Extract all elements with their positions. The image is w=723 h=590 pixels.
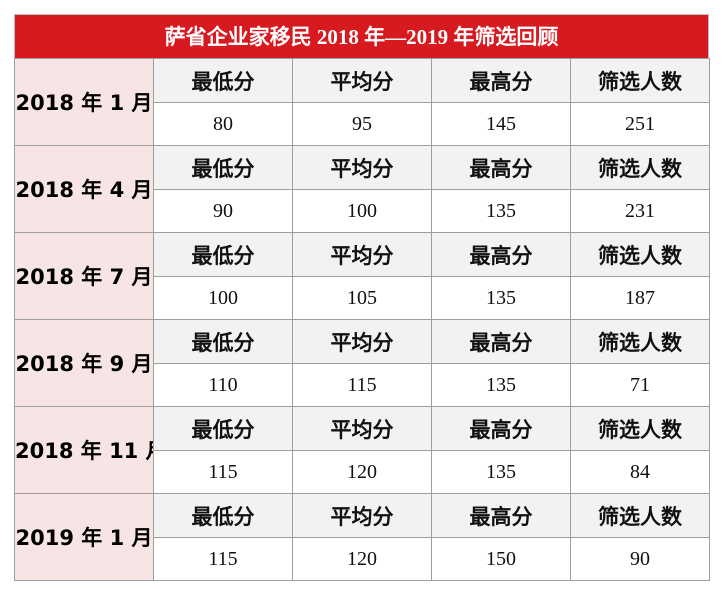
header-count: 筛选人数 [570, 406, 710, 451]
value-row: 115 120 150 90 [15, 537, 710, 581]
header-avg: 平均分 [292, 232, 432, 277]
value-avg: 105 [292, 276, 432, 320]
header-count: 筛选人数 [570, 232, 710, 277]
value-min: 90 [153, 189, 293, 233]
header-avg: 平均分 [292, 406, 432, 451]
value-row: 80 95 145 251 [15, 102, 710, 146]
header-count: 筛选人数 [570, 493, 710, 538]
header-avg: 平均分 [292, 319, 432, 364]
table-title: 萨省企业家移民 2018 年—2019 年筛选回顾 [14, 14, 709, 58]
value-max: 145 [431, 102, 571, 146]
value-row: 115 120 135 84 [15, 450, 710, 494]
header-min: 最低分 [153, 406, 293, 451]
date-cell: 2018 年 1 月 [14, 58, 154, 146]
value-count: 71 [570, 363, 710, 407]
header-row: 2018 年 7 月最低分 平均分 最高分 筛选人数 [14, 232, 710, 320]
value-avg: 100 [292, 189, 432, 233]
value-avg: 95 [292, 102, 432, 146]
selection-review-table-container: 萨省企业家移民 2018 年—2019 年筛选回顾 2018 年 1 月最低分平… [14, 14, 710, 581]
header-max: 最高分 [431, 145, 571, 190]
header-avg: 平均分 [292, 145, 432, 190]
value-max: 135 [431, 450, 571, 494]
header-max: 最高分 [431, 406, 571, 451]
value-count: 84 [570, 450, 710, 494]
value-max: 135 [431, 363, 571, 407]
header-row: 2018 年 1 月最低分 平均分 最高分 筛选人数 [14, 58, 710, 146]
header-row: 2018 年 9 月最低分 平均分 最高分 筛选人数 [14, 319, 710, 407]
date-cell: 2018 年 11 月 [14, 406, 154, 494]
header-max: 最高分 [431, 493, 571, 538]
value-row: 100 105 135 187 [15, 276, 710, 320]
header-row: 2019 年 1 月最低分 平均分 最高分 筛选人数 [14, 493, 710, 581]
value-max: 135 [431, 189, 571, 233]
date-cell: 2018 年 9 月 [14, 319, 154, 407]
value-min: 80 [153, 102, 293, 146]
header-min: 最低分 [153, 493, 293, 538]
header-row: 2018 年 11 月最低分 平均分 最高分 筛选人数 [14, 406, 710, 494]
table-body: 2018 年 1 月最低分 平均分 最高分 筛选人数 80 95 145 251 2018 年 … [14, 58, 710, 581]
value-avg: 120 [292, 450, 432, 494]
header-count: 筛选人数 [570, 58, 710, 103]
value-min: 115 [153, 537, 293, 581]
header-avg: 平均分 [292, 493, 432, 538]
value-row: 90 100 135 231 [15, 189, 710, 233]
selection-review-table: 2018 年 1 月最低分 平均分 最高分 筛选人数 80 95 145 251 2018 年 … [14, 58, 710, 581]
value-avg: 115 [292, 363, 432, 407]
date-cell: 2018 年 4 月 [14, 145, 154, 233]
value-max: 135 [431, 276, 571, 320]
header-min: 最低分 [153, 145, 293, 190]
header-min: 最低分 [153, 232, 293, 277]
value-count: 251 [570, 102, 710, 146]
value-row: 110 115 135 71 [15, 363, 710, 407]
header-max: 最高分 [431, 58, 571, 103]
value-count: 187 [570, 276, 710, 320]
header-row: 2018 年 4 月最低分 平均分 最高分 筛选人数 [14, 145, 710, 233]
header-min: 最低分 [153, 58, 293, 103]
date-cell: 2019 年 1 月 [14, 493, 154, 581]
header-count: 筛选人数 [570, 145, 710, 190]
value-min: 115 [153, 450, 293, 494]
value-avg: 120 [292, 537, 432, 581]
value-min: 110 [153, 363, 293, 407]
header-max: 最高分 [431, 232, 571, 277]
header-max: 最高分 [431, 319, 571, 364]
header-avg: 平均分 [292, 58, 432, 103]
value-count: 90 [570, 537, 710, 581]
header-count: 筛选人数 [570, 319, 710, 364]
value-count: 231 [570, 189, 710, 233]
value-max: 150 [431, 537, 571, 581]
value-min: 100 [153, 276, 293, 320]
date-cell: 2018 年 7 月 [14, 232, 154, 320]
header-min: 最低分 [153, 319, 293, 364]
